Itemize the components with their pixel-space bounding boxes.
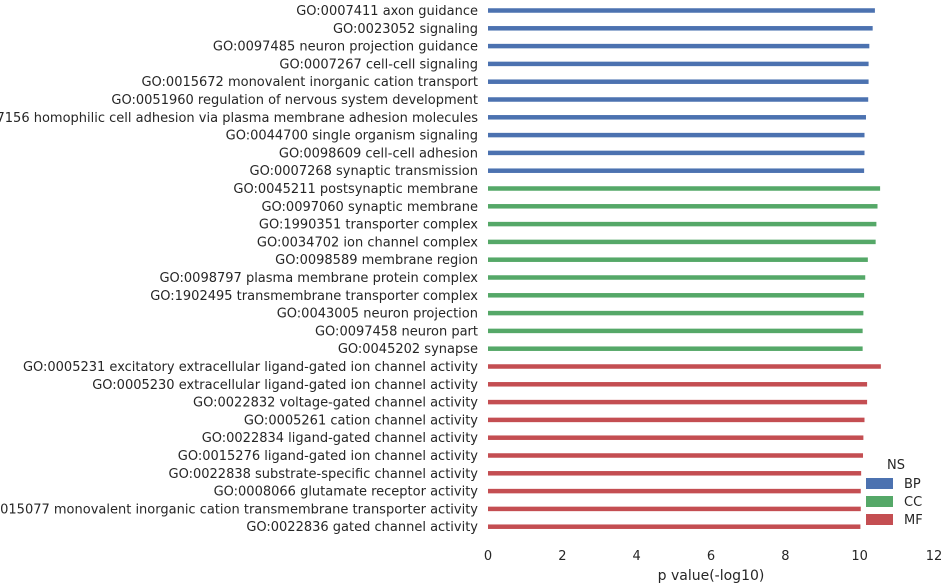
category-label: GO:0005261 cation channel activity [244, 413, 478, 428]
category-label: GO:0008066 glutamate receptor activity [214, 485, 479, 500]
bar [488, 471, 862, 476]
x-tick-label: 2 [558, 549, 566, 564]
bar [488, 79, 869, 84]
bar [488, 275, 866, 280]
category-label: GO:0007268 synaptic transmission [250, 164, 478, 179]
category-label: GO:0022832 voltage-gated channel activit… [193, 396, 478, 411]
category-label: GO:0097485 neuron projection guidance [213, 40, 478, 55]
bar [488, 257, 868, 262]
category-label: GO:0015077 monovalent inorganic cation t… [0, 502, 478, 517]
category-label: GO:0007156 homophilic cell adhesion via … [0, 111, 478, 126]
bar [488, 26, 873, 31]
bar [488, 204, 878, 209]
bar [488, 97, 869, 102]
category-label: GO:0097060 synaptic membrane [261, 200, 478, 215]
legend-label: CC [904, 495, 922, 510]
bars-group [488, 8, 881, 529]
legend-label: BP [904, 477, 921, 492]
category-label: GO:0044700 single organism signaling [226, 129, 478, 144]
x-tick-label: 4 [633, 549, 641, 564]
bar [488, 115, 866, 120]
bar [488, 453, 864, 458]
legend-title: NS [887, 458, 905, 473]
category-label: GO:0022836 gated channel activity [246, 520, 478, 535]
bar [488, 150, 865, 156]
x-tick-label: 6 [707, 549, 715, 564]
category-label: GO:0045211 postsynaptic membrane [233, 182, 478, 197]
bar [488, 488, 861, 494]
bar [488, 435, 864, 440]
bar [488, 346, 863, 351]
bar [488, 524, 861, 529]
bar [488, 399, 868, 405]
x-tick-labels-group: 0 2 4 6 8 10 12 [484, 549, 942, 564]
bar [488, 61, 869, 67]
category-label: GO:0051960 regulation of nervous system … [111, 93, 478, 108]
category-label: GO:0023052 signaling [333, 22, 478, 37]
bar [488, 417, 865, 423]
bar [488, 382, 868, 387]
category-label: GO:0007411 axon guidance [296, 4, 478, 19]
category-label: GO:0097458 neuron part [315, 324, 478, 339]
category-label: GO:0098589 membrane region [275, 253, 478, 268]
bar [488, 310, 864, 316]
category-label: GO:0007267 cell-cell signaling [279, 57, 478, 72]
bar [488, 8, 875, 13]
legend: NS BP CC MF [866, 458, 923, 528]
bar [488, 186, 881, 191]
bar [488, 43, 870, 49]
category-label: GO:0098797 plasma membrane protein compl… [159, 271, 478, 286]
x-tick-label: 10 [851, 549, 868, 564]
bar [488, 168, 865, 173]
x-tick-label: 8 [781, 549, 789, 564]
bar [488, 239, 876, 245]
category-label: GO:0015276 ligand-gated ion channel acti… [178, 449, 479, 464]
bar [488, 328, 863, 334]
legend-label: MF [904, 513, 923, 528]
category-label: GO:0005230 extracellular ligand-gated io… [92, 378, 478, 393]
category-label: GO:1902495 transmembrane transporter com… [150, 289, 478, 304]
category-label: GO:0022838 substrate-specific channel ac… [169, 467, 479, 482]
category-label: GO:0015672 monovalent inorganic cation t… [141, 75, 478, 90]
legend-swatch [866, 496, 893, 507]
category-label: GO:0034702 ion channel complex [257, 235, 478, 250]
x-tick-label: 12 [926, 549, 943, 564]
legend-swatch [866, 478, 893, 489]
category-label: GO:0022834 ligand-gated channel activity [202, 431, 479, 446]
category-label: GO:0043005 neuron projection [277, 307, 478, 322]
legend-swatch [866, 514, 893, 525]
category-label: GO:0098609 cell-cell adhesion [279, 146, 478, 161]
category-label: GO:0045202 synapse [338, 342, 478, 357]
category-labels-group: GO:0007411 axon guidance GO:0023052 signa… [0, 4, 478, 535]
category-label: GO:1990351 transporter complex [259, 218, 478, 233]
bar [488, 221, 877, 227]
category-label: GO:0005231 excitatory extracellular liga… [23, 360, 478, 375]
bar [488, 293, 865, 298]
x-axis-label: p value(-log10) [658, 568, 765, 584]
bar [488, 132, 865, 138]
bar [488, 364, 881, 369]
x-tick-label: 0 [484, 549, 492, 564]
bar [488, 506, 861, 512]
